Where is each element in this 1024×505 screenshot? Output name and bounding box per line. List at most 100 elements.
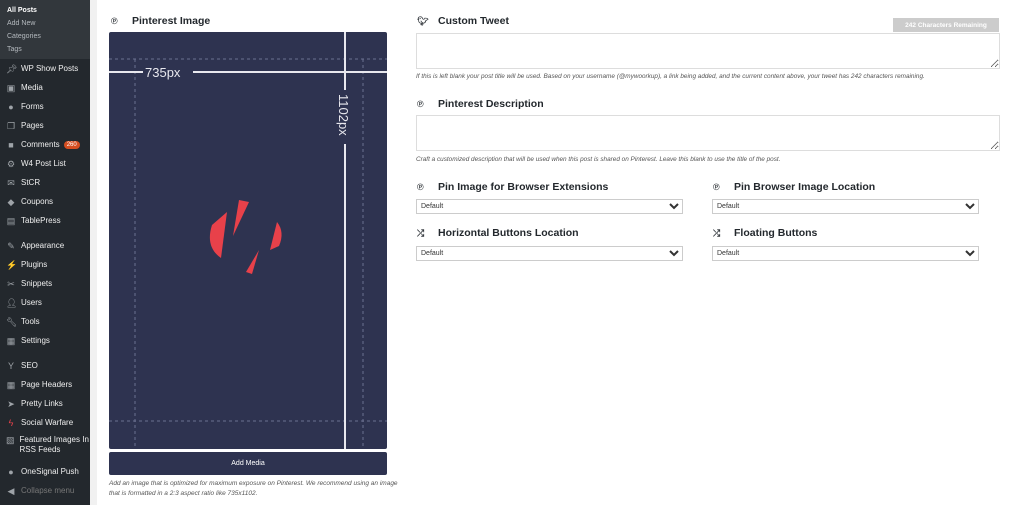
sidebar-item-pretty-links[interactable]: ➤ Pretty Links xyxy=(0,394,90,413)
sidebar-item-tools[interactable]: 🔧︎ Tools xyxy=(0,312,90,331)
pinterest-description-heading: ℗ Pinterest Description xyxy=(417,98,544,110)
sidebar-item-label: Page Headers xyxy=(21,380,73,389)
sidebar-item-label: Settings xyxy=(21,336,50,345)
sidebar-item-label: Plugins xyxy=(21,260,48,269)
sidebar-item-label: Users xyxy=(21,298,42,307)
sidebar-item-label: StCR xyxy=(21,178,41,187)
social-warfare-icon: ϟ xyxy=(8,417,14,428)
sidebar-item-label: Comments xyxy=(21,140,60,149)
pinterest-icon: ℗ xyxy=(417,99,424,109)
sidebar-scrollbar[interactable] xyxy=(90,0,97,505)
sidebar-item-pages[interactable]: ❐ Pages xyxy=(0,116,90,135)
sidebar-item-label: Collapse menu xyxy=(21,486,75,495)
forms-icon: ● xyxy=(8,101,14,112)
pages-icon: ❐ xyxy=(6,120,16,131)
add-media-button[interactable]: Add Media xyxy=(109,452,387,475)
pin-icon: 📌︎ xyxy=(6,63,18,74)
sidebar-item-settings[interactable]: ▦ Settings xyxy=(0,331,90,350)
sidebar-item-label: TablePress xyxy=(21,216,61,225)
sidebar-item-label: Snippets xyxy=(21,279,53,288)
tag-icon: ◆ xyxy=(7,196,15,207)
sidebar-item-stcr[interactable]: ✉ StCR xyxy=(0,173,90,192)
height-label: 1102px xyxy=(336,94,351,136)
sidebar-item-featured-images-in-rss-feeds[interactable]: ▧ Featured Images In RSS Feeds xyxy=(0,432,90,462)
submenu-tags[interactable]: Tags xyxy=(7,46,22,53)
table-icon: ▤ xyxy=(6,215,16,226)
pinterest-image-note: Add an image that is optimized for maxim… xyxy=(109,480,398,497)
sidebar-item-label: WP Show Posts xyxy=(21,64,79,73)
sidebar-item-comments[interactable]: ■ Comments 260 xyxy=(0,135,90,154)
sidebar-item-seo[interactable]: Y SEO xyxy=(0,356,90,375)
collapse-icon: ◀ xyxy=(7,485,15,496)
sidebar-item-label: Tools xyxy=(21,317,40,326)
sidebar-item-coupons[interactable]: ◆ Coupons xyxy=(0,192,90,211)
admin-sidebar: All Posts Add New Categories Tags 📌︎ WP S… xyxy=(0,0,90,505)
pin-image-extensions-heading: ℗ Pin Image for Browser Extensions xyxy=(417,181,609,193)
sidebar-item-onesignal-push[interactable]: ● OneSignal Push xyxy=(0,462,90,481)
characters-remaining-badge: 242 Characters Remaining xyxy=(893,18,999,32)
dimension-guide: 735px 1102px xyxy=(109,32,387,449)
sidebar-item-label: SEO xyxy=(21,361,38,370)
scissors-icon: ✂ xyxy=(7,278,15,289)
sidebar-item-label: W4 Post List xyxy=(21,159,66,168)
sidebar-item-label: Social Warfare xyxy=(21,418,74,427)
sidebar-item-label: Pretty Links xyxy=(21,399,63,408)
sidebar-item-label: Media xyxy=(21,83,43,92)
brush-icon: ✎ xyxy=(7,240,15,251)
horizontal-buttons-select[interactable]: Default xyxy=(416,246,683,261)
pinterest-icon: ℗ xyxy=(417,182,424,192)
seo-icon: Y xyxy=(7,360,14,371)
pinterest-description-note: Craft a customized description that will… xyxy=(416,156,781,163)
floating-buttons-heading: ⤮ Floating Buttons xyxy=(713,227,818,239)
pin-image-extensions-select[interactable]: Default xyxy=(416,199,683,214)
sidebar-item-collapse-menu[interactable]: ◀ Collapse menu xyxy=(0,481,90,500)
link-icon: ➤ xyxy=(7,398,15,409)
submenu-categories[interactable]: Categories xyxy=(7,33,41,40)
pinterest-icon: ℗ xyxy=(111,16,118,26)
sidebar-item-forms[interactable]: ● Forms xyxy=(0,97,90,116)
custom-tweet-note: If this is left blank your post title wi… xyxy=(416,73,925,80)
floating-buttons-select[interactable]: Default xyxy=(712,246,979,261)
media-icon: ▣ xyxy=(6,82,16,93)
sidebar-item-label: Featured Images In RSS Feeds xyxy=(19,435,89,454)
sidebar-item-wp-show-posts[interactable]: 📌︎ WP Show Posts xyxy=(0,59,90,78)
shuffle-icon: ⤮ xyxy=(417,227,425,238)
settings-icon: ▦ xyxy=(6,335,16,346)
comments-count-badge: 260 xyxy=(63,140,80,149)
twitter-icon: 🐦︎ xyxy=(417,15,429,26)
pinterest-description-input[interactable] xyxy=(416,115,1000,151)
custom-tweet-input[interactable] xyxy=(416,33,1000,69)
grid-icon: ▦ xyxy=(6,379,16,390)
posts-submenu: All Posts Add New Categories Tags xyxy=(0,0,90,59)
sidebar-item-tablepress[interactable]: ▤ TablePress xyxy=(0,211,90,230)
image-icon: ▧ xyxy=(6,435,15,445)
comment-icon: ■ xyxy=(8,139,14,150)
sidebar-item-page-headers[interactable]: ▦ Page Headers xyxy=(0,375,90,394)
submenu-add-new[interactable]: Add New xyxy=(7,20,36,27)
sidebar-item-plugins[interactable]: ⚡ Plugins xyxy=(0,255,90,274)
gear-icon: ⚙ xyxy=(6,158,16,169)
pin-browser-location-heading: ℗ Pin Browser Image Location xyxy=(713,181,876,193)
sidebar-item-label: Pages xyxy=(21,121,44,130)
pinterest-image-placeholder[interactable]: 735px 1102px xyxy=(109,32,387,449)
pin-browser-location-select[interactable]: Default xyxy=(712,199,979,214)
sidebar-item-label: Appearance xyxy=(21,241,65,250)
social-warfare-logo xyxy=(209,200,282,274)
custom-tweet-heading: 🐦︎ Custom Tweet xyxy=(417,15,509,27)
sidebar-item-media[interactable]: ▣ Media xyxy=(0,78,90,97)
sidebar-item-label: OneSignal Push xyxy=(21,467,79,476)
pinterest-icon: ℗ xyxy=(713,182,720,192)
sidebar-item-appearance[interactable]: ✎ Appearance xyxy=(0,236,90,255)
submenu-all-posts[interactable]: All Posts xyxy=(7,7,37,14)
sidebar-item-users[interactable]: 👤︎ Users xyxy=(0,293,90,312)
mail-icon: ✉ xyxy=(7,177,15,188)
shuffle-icon: ⤮ xyxy=(713,227,721,238)
sidebar-item-w4-post-list[interactable]: ⚙ W4 Post List xyxy=(0,154,90,173)
sidebar-item-snippets[interactable]: ✂ Snippets xyxy=(0,274,90,293)
sidebar-item-social-warfare[interactable]: ϟ Social Warfare xyxy=(0,413,90,432)
bell-icon: ● xyxy=(8,466,14,477)
plugin-icon: ⚡ xyxy=(6,259,18,270)
pinterest-image-heading: ℗ Pinterest Image xyxy=(111,15,211,27)
sidebar-item-label: Forms xyxy=(21,102,44,111)
horizontal-buttons-heading: ⤮ Horizontal Buttons Location xyxy=(417,227,579,239)
